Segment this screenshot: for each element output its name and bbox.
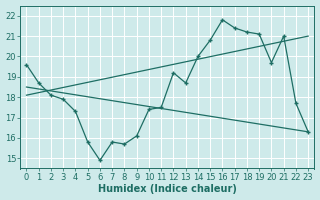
X-axis label: Humidex (Indice chaleur): Humidex (Indice chaleur): [98, 184, 237, 194]
